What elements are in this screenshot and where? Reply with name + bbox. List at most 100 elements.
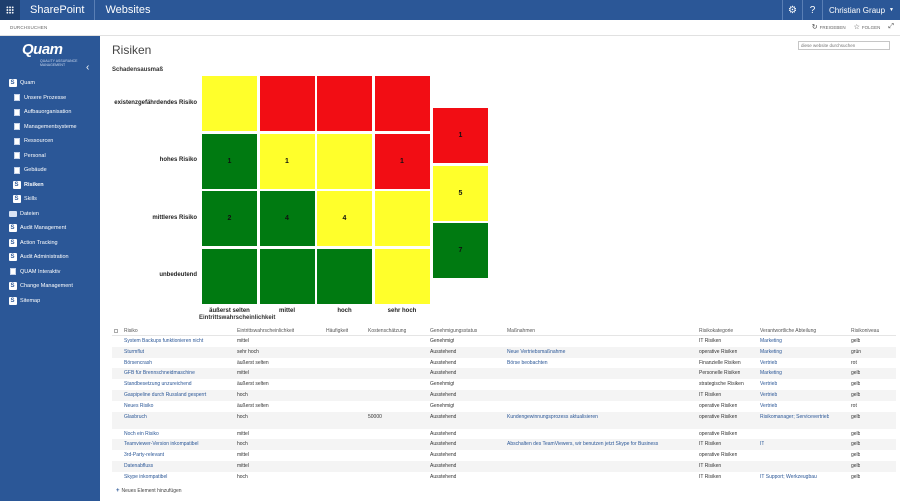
nav-item-label: Sitemap [20, 297, 41, 304]
table-cell: gelb [851, 430, 861, 437]
help-icon[interactable]: ? [802, 0, 822, 20]
nav-item-managementsysteme[interactable]: Managementsysteme [0, 120, 100, 135]
nav-item-gebäude[interactable]: Gebäude [0, 163, 100, 178]
table-cell[interactable]: Börse beobachten [507, 359, 548, 366]
table-cell[interactable]: Datenabfluss [124, 462, 154, 469]
column-header[interactable]: Risiko [124, 328, 138, 334]
focus-button[interactable]: ⤢ [888, 23, 894, 31]
s-icon: S [8, 238, 17, 247]
table-row[interactable]: Sturmflut sehr hoch Ausstehend Neue Vertrie… [112, 346, 896, 358]
follow-button[interactable]: ☆ FOLGEN [854, 23, 881, 31]
user-menu[interactable]: Christian Graup ▼ [822, 0, 900, 20]
table-cell[interactable]: IT Support; Werkzeugbau [760, 473, 817, 480]
column-header[interactable]: Risikokategorie [699, 328, 734, 334]
table-row[interactable]: Glasbruch hoch 50000 Ausstehend Kundengewinn… [112, 411, 896, 429]
table-cell[interactable]: Vertrieb [760, 402, 778, 409]
table-cell[interactable]: Standbesetzung unzureichend [124, 381, 192, 388]
table-cell[interactable]: Marketing [760, 370, 782, 377]
table-row[interactable]: 3rd-Party-relevant mittel Ausstehend operat… [112, 450, 896, 461]
new-item-link[interactable]: + Neues Element hinzufügen [116, 488, 182, 494]
table-row[interactable]: GFB für Brennschneidmaschine mittel Ausste… [112, 368, 896, 380]
nav-item-ressourcen[interactable]: Ressourcen [0, 134, 100, 149]
nav-item-quam-interaktiv[interactable]: QUAM Interaktiv [0, 265, 100, 280]
table-cell[interactable]: Gaspipeline durch Russland gesperrt [124, 391, 207, 398]
table-cell[interactable]: Vertrieb [760, 391, 778, 398]
table-row[interactable]: System Backups funktionieren nicht mittel… [112, 336, 896, 347]
table-cell[interactable]: Kundengewinnungsprozess aktualisieren [507, 413, 598, 420]
table-cell[interactable]: Vertrieb [760, 381, 778, 388]
select-all-checkbox[interactable] [114, 329, 118, 333]
table-row[interactable]: Noch ein Risiko mittel Ausstehend operative… [112, 429, 896, 440]
nav-item-quam[interactable]: S Quam [0, 76, 100, 91]
table-cell: gelb [851, 441, 861, 448]
table-cell[interactable]: Glasbruch [124, 413, 147, 420]
table-cell: Ausstehend [430, 348, 457, 355]
nav-item-skills[interactable]: S Skills [0, 192, 100, 207]
table-row[interactable]: Gaspipeline durch Russland gesperrt hoch A… [112, 389, 896, 401]
table-cell[interactable]: Börsencrash [124, 359, 153, 366]
gear-icon[interactable]: ⚙ [782, 0, 802, 20]
nav-item-change-management[interactable]: S Change Management [0, 279, 100, 294]
table-cell: operative Risiken [699, 452, 738, 459]
column-header[interactable]: Eintrittswahrscheinlichkeit [237, 328, 295, 334]
table-cell[interactable]: Marketing [760, 338, 782, 344]
nav-item-dateien[interactable]: Dateien [0, 207, 100, 222]
sites-link[interactable]: Websites [105, 4, 151, 16]
table-row[interactable]: Teamviewer-Version inkompatibel hoch Ausst… [112, 439, 896, 451]
table-cell[interactable]: Abschalten des TeamViewers, wir benutzen… [507, 441, 659, 448]
table-cell[interactable]: Neues Risiko [124, 402, 154, 409]
table-cell[interactable]: Risikomanager; Servicevertrieb [760, 413, 830, 420]
brand-link[interactable]: SharePoint [20, 0, 96, 20]
table-cell[interactable]: Teamviewer-Version inkompatibel [124, 441, 199, 448]
matrix-cell: 4 [258, 190, 316, 247]
column-header[interactable]: Häufigkeit [326, 328, 349, 334]
table-cell[interactable]: GFB für Brennschneidmaschine [124, 370, 195, 377]
table-cell[interactable]: Vertrieb [760, 359, 778, 366]
nav-item-risiken[interactable]: S Risiken [0, 178, 100, 193]
table-cell[interactable]: System Backups funktionieren nicht [124, 338, 204, 344]
table-cell[interactable]: Noch ein Risiko [124, 430, 159, 437]
matrix-column-label: sehr hoch [387, 308, 417, 314]
table-row[interactable]: Neues Risiko äußerst selten Genehmigt opera… [112, 401, 896, 412]
share-button[interactable]: ↻ FREIGEBEN [812, 23, 846, 31]
browse-tab[interactable]: DURCHSUCHEN [10, 25, 48, 30]
table-cell[interactable]: Skype inkompatibel [124, 473, 168, 480]
table-cell: gelb [851, 473, 861, 480]
table-cell[interactable]: Sturmflut [124, 348, 145, 355]
table-row[interactable]: Datenabfluss mittel Ausstehend IT Risiken ge… [112, 460, 896, 472]
ribbon: DURCHSUCHEN ↻ FREIGEBEN ☆ FOLGEN ⤢ [0, 20, 900, 36]
column-header[interactable]: Verantwortliche Abteilung [760, 328, 817, 334]
nav-item-action-tracking[interactable]: S Action Tracking [0, 236, 100, 251]
nav-item-audit-administration[interactable]: S Audit Administration [0, 250, 100, 265]
nav-item-label: Action Tracking [20, 239, 58, 246]
nav-item-personal[interactable]: Personal [0, 149, 100, 164]
nav-item-aufbauorganisation[interactable]: Aufbauorganisation [0, 105, 100, 120]
column-header[interactable]: Maßnahmen [507, 328, 536, 334]
column-header[interactable]: Kostenschätzung [368, 328, 407, 334]
table-cell[interactable]: Neue Vertriebsmaßnahme [507, 348, 566, 355]
table-row[interactable]: Börsencrash äußerst selten Ausstehend Börse… [112, 358, 896, 369]
table-cell: Ausstehend [430, 391, 457, 398]
nav-item-audit-management[interactable]: S Audit Management [0, 221, 100, 236]
table-cell: rot [851, 359, 857, 366]
search-input[interactable]: diese website durchsuchen [798, 41, 890, 50]
table-row[interactable]: Skype inkompatibel hoch Ausstehend IT Risik… [112, 472, 896, 483]
nav-item-sitemap[interactable]: S Sitemap [0, 294, 100, 309]
column-header[interactable]: Genehmigungsstatus [430, 328, 478, 334]
collapse-nav-icon[interactable]: ‹ [86, 62, 90, 73]
column-header[interactable]: Risikoniveau [851, 328, 880, 334]
table-cell: Ausstehend [430, 473, 457, 480]
table-cell: grün [851, 348, 862, 355]
table-cell: äußerst selten [237, 359, 269, 366]
table-cell[interactable]: IT [760, 441, 765, 448]
table-cell: äußerst selten [237, 402, 269, 409]
nav-item-unsere-prozesse[interactable]: Unsere Prozesse [0, 91, 100, 106]
matrix-cell [316, 247, 373, 305]
table-cell[interactable]: 3rd-Party-relevant [124, 452, 165, 459]
table-cell[interactable]: Marketing [760, 348, 782, 355]
table-row[interactable]: Standbesetzung unzureichend äußerst selte… [112, 379, 896, 390]
s-icon: S [8, 282, 17, 291]
matrix-cell [258, 75, 316, 132]
app-launcher-icon[interactable] [0, 0, 20, 20]
quam-logo[interactable]: Quam [22, 41, 63, 58]
